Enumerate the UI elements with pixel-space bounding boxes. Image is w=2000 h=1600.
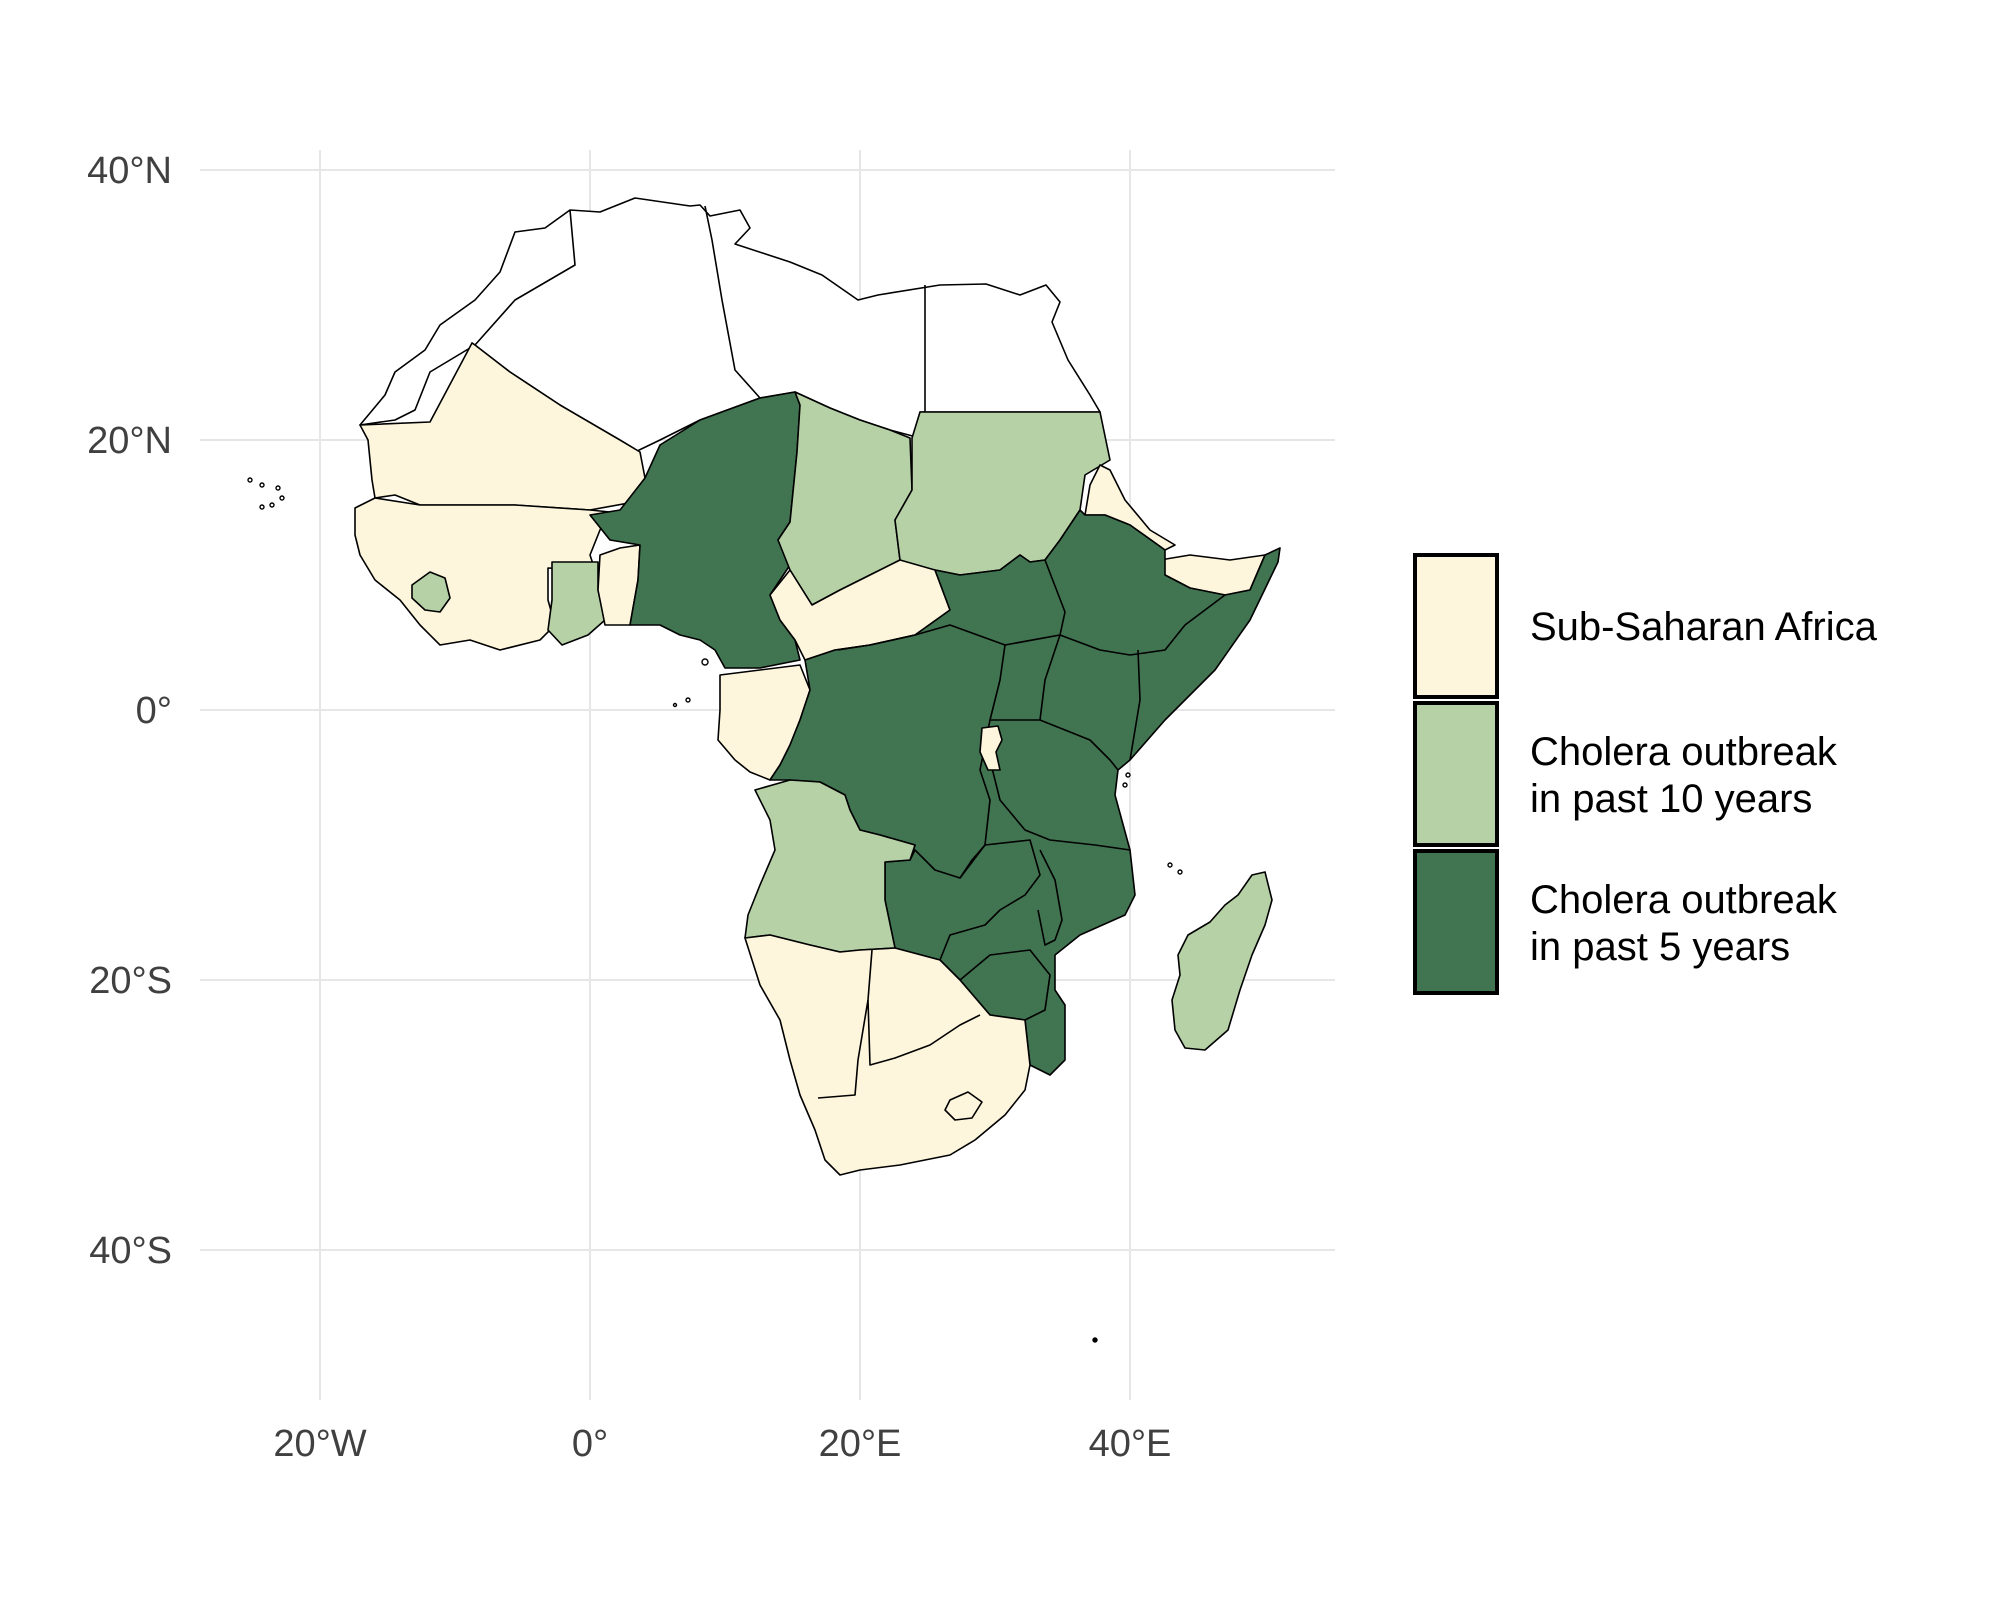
region-lesotho xyxy=(944,1091,983,1121)
island-annobon xyxy=(672,702,678,708)
legend-label-outbreak-5yr-line1: Cholera outbreak xyxy=(1530,878,1838,922)
legend-label-sub-saharan: Sub-Saharan Africa xyxy=(1530,605,1878,649)
x-tick-labels: 20°W 0° 20°E 40°E xyxy=(273,1423,1171,1465)
island-comoros xyxy=(1167,862,1173,868)
region-angola xyxy=(744,779,916,953)
y-tick-label: 20°S xyxy=(89,960,172,1002)
x-tick-label: 40°E xyxy=(1089,1423,1172,1465)
border-somalia-kenya xyxy=(1129,649,1141,761)
x-tick-label: 0° xyxy=(572,1423,608,1465)
island-pemba xyxy=(1125,772,1131,778)
region-sierra-leone xyxy=(411,571,451,613)
legend-key-outbreak-5yr xyxy=(1413,849,1499,995)
legend-label-outbreak-10yr-line1: Cholera outbreak xyxy=(1530,730,1838,774)
island-marion xyxy=(1092,1337,1098,1343)
island-bioko xyxy=(701,658,709,666)
legend-key-outbreak-10yr xyxy=(1413,701,1499,847)
y-tick-label: 40°N xyxy=(87,150,172,192)
island-sao-tome xyxy=(685,697,691,703)
legend: Sub-Saharan Africa Cholera outbreak in p… xyxy=(1413,553,1878,995)
border-zimbabwe xyxy=(959,949,1051,1021)
border-kenya xyxy=(1039,634,1119,771)
border-namibia xyxy=(817,949,873,1099)
island-cape-verde xyxy=(247,477,253,483)
region-madagascar xyxy=(1171,871,1273,1051)
legend-label-outbreak-10yr-line2: in past 10 years xyxy=(1530,777,1812,821)
y-tick-label: 0° xyxy=(136,690,172,732)
border-malawi-mozambique xyxy=(1037,849,1063,946)
border-south-sudan xyxy=(1004,559,1066,646)
legend-label-outbreak-5yr-line2: in past 5 years xyxy=(1530,925,1790,969)
y-tick-label: 40°S xyxy=(89,1230,172,1272)
border-tanzania xyxy=(989,759,1131,851)
border-zambia xyxy=(939,839,1041,961)
africa-regions xyxy=(247,197,1281,1343)
island-cape-verde xyxy=(275,485,281,491)
islands xyxy=(247,477,1183,1343)
region-southern-africa xyxy=(744,934,1031,1176)
x-tick-label: 20°W xyxy=(273,1423,366,1465)
x-tick-label: 20°E xyxy=(819,1423,902,1465)
island-cape-verde xyxy=(269,502,275,508)
island-zanzibar xyxy=(1122,782,1128,788)
region-ghana xyxy=(547,561,606,646)
border-botswana xyxy=(867,999,981,1066)
island-comoros xyxy=(1177,869,1183,875)
island-cape-verde xyxy=(279,495,285,501)
island-cape-verde xyxy=(259,504,265,510)
y-tick-label: 20°N xyxy=(87,420,172,462)
y-tick-labels: 40°N 20°N 0° 20°S 40°S xyxy=(87,150,172,1272)
border-morocco-algeria xyxy=(474,209,576,346)
region-rwanda-burundi xyxy=(979,725,1003,771)
legend-key-sub-saharan xyxy=(1413,553,1499,699)
border-algeria-libya xyxy=(704,205,761,399)
island-cape-verde xyxy=(259,482,265,488)
border-ethiopia xyxy=(1059,594,1226,656)
